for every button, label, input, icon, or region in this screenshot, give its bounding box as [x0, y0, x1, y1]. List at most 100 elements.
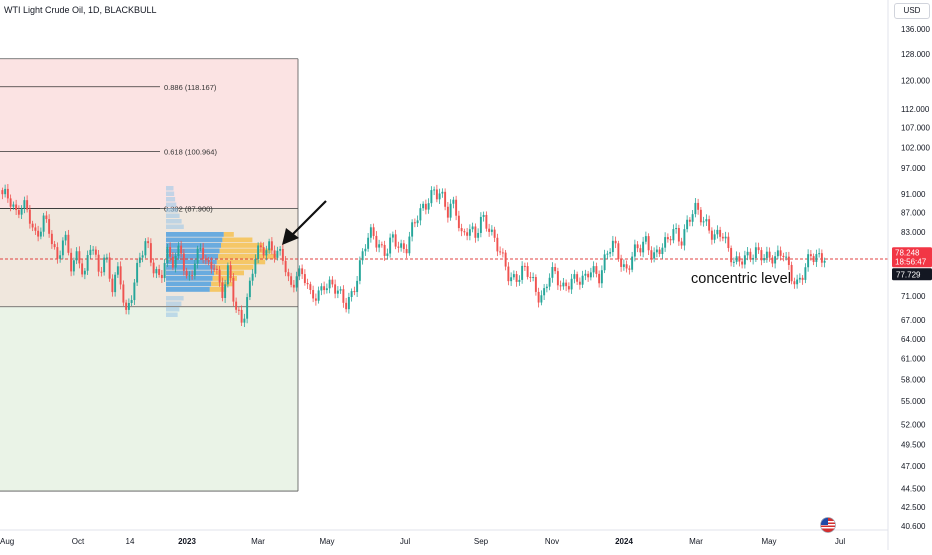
y-tick-label: 87.000 [901, 209, 926, 218]
candle-body [589, 272, 592, 278]
candle-body [196, 248, 199, 264]
candle-body [460, 228, 463, 232]
candle-body [466, 232, 469, 236]
candle-body [122, 284, 125, 303]
candle-body [532, 277, 535, 279]
candle-body [730, 248, 733, 263]
candle-body [292, 284, 295, 288]
price-axis: 136.000 128.000 120.000 112.000 107.000 102.0… [887, 0, 932, 550]
candle-body [741, 261, 744, 265]
candle-body [75, 251, 78, 261]
candle-body [578, 281, 581, 285]
candle-body [716, 229, 719, 235]
candle-body [485, 214, 488, 229]
us-flag-icon[interactable] [820, 517, 836, 533]
volume-bar-faded [166, 186, 174, 191]
candle-body [152, 262, 155, 274]
candle-body [323, 286, 326, 291]
x-tick-label: Sep [474, 537, 489, 546]
candle-body [147, 241, 150, 244]
candle-body [279, 249, 282, 251]
candle-body [812, 256, 815, 262]
candle-body [680, 241, 683, 246]
x-tick-label: Mar [689, 537, 703, 546]
candle-body [474, 226, 477, 238]
countdown-label: 18:56:47 [895, 257, 927, 266]
y-tick-label: 112.000 [901, 105, 930, 114]
candle-body [116, 266, 119, 275]
candle-body [710, 230, 713, 240]
candle-body [15, 204, 18, 211]
candle-body [433, 189, 436, 191]
candle-body [801, 277, 804, 280]
y-tick-label: 83.000 [901, 228, 926, 237]
candle-body [160, 274, 163, 279]
y-tick-label: 49.500 [901, 441, 926, 450]
candle-body [655, 249, 658, 253]
candle-body [732, 261, 735, 263]
candle-body [452, 199, 455, 204]
candle-body [455, 199, 458, 216]
candle-body [774, 256, 777, 264]
x-tick-label: Oct [72, 537, 85, 546]
candle-body [34, 227, 37, 231]
candle-body [141, 255, 144, 258]
candle-body [658, 249, 661, 255]
candle-body [669, 239, 672, 241]
fib-zone-top [0, 58, 298, 209]
candle-body [554, 267, 557, 272]
currency-button[interactable]: USD [894, 3, 930, 19]
candle-body [551, 267, 554, 278]
candle-body [166, 247, 169, 263]
candle-body [573, 274, 576, 279]
candles [1, 184, 826, 328]
candle-body [254, 259, 257, 274]
candle-body [815, 254, 818, 262]
x-tick-label: May [319, 537, 334, 546]
volume-bar-faded [166, 213, 180, 218]
candle-body [111, 278, 114, 293]
candle-body [482, 214, 485, 217]
candle-body [174, 255, 177, 268]
fib-zone-bottom [0, 306, 298, 492]
candle-body [317, 290, 320, 301]
candle-body [331, 279, 334, 285]
candle-body [559, 285, 562, 287]
candle-body [521, 265, 524, 280]
candle-body [818, 253, 821, 255]
candle-body [609, 252, 612, 254]
volume-bar-faded [166, 307, 180, 312]
candle-body [664, 237, 667, 248]
candle-body [130, 300, 133, 303]
candle-body [617, 243, 620, 260]
concentric-level-annotation: concentric level [691, 271, 791, 287]
candle-body [611, 240, 614, 253]
candle-body [688, 219, 691, 222]
x-tick-label: Jul [835, 537, 845, 546]
candle-body [576, 274, 579, 282]
candle-body [353, 291, 356, 293]
candle-body [675, 227, 678, 230]
candle-body [59, 255, 62, 259]
candle-body [796, 279, 799, 285]
candle-body [493, 229, 496, 238]
candle-body [213, 268, 216, 270]
candle-body [804, 267, 807, 280]
last-price-label: 78.248 [895, 248, 920, 257]
candle-body [776, 250, 779, 257]
candle-body [639, 248, 642, 253]
candle-body [614, 240, 617, 244]
candle-body [108, 257, 111, 279]
candle-body [724, 236, 727, 239]
candle-body [328, 279, 331, 289]
candle-body [735, 256, 738, 262]
y-tick-label: 64.000 [901, 335, 926, 344]
candle-body [771, 257, 774, 264]
candle-body [518, 279, 521, 282]
candle-body [199, 247, 202, 249]
candle-body [567, 286, 570, 290]
candle-body [20, 208, 23, 215]
candle-body [666, 237, 669, 240]
